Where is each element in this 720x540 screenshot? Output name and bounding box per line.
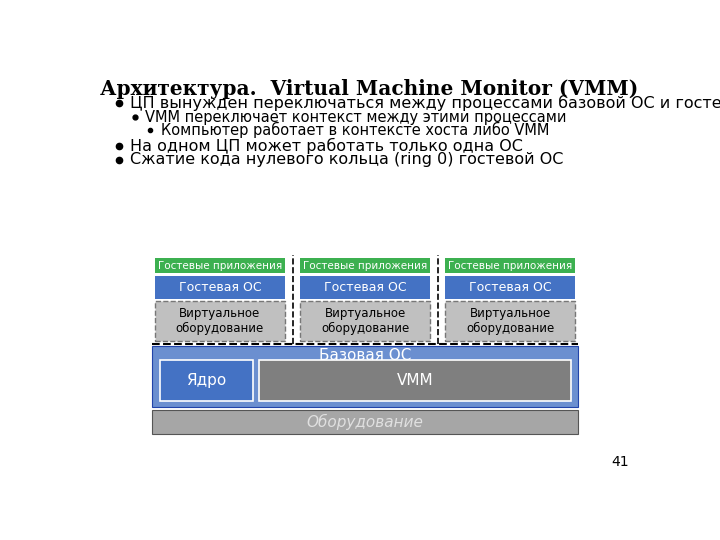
- Text: Гостевая ОС: Гостевая ОС: [469, 281, 552, 294]
- Text: Архитектура.  Virtual Machine Monitor (VMM): Архитектура. Virtual Machine Monitor (VM…: [100, 79, 638, 99]
- Text: Гостевые приложения: Гостевые приложения: [303, 261, 427, 271]
- Text: Гостевые приложения: Гостевые приложения: [448, 261, 572, 271]
- Text: Компьютер работает в контексте хоста либо VMM: Компьютер работает в контексте хоста либ…: [161, 122, 549, 138]
- Text: VMM: VMM: [397, 373, 433, 388]
- Bar: [155, 258, 285, 273]
- Bar: [446, 258, 575, 273]
- Bar: [259, 360, 570, 401]
- Text: Базовая ОС: Базовая ОС: [319, 348, 411, 362]
- Text: Гостевая ОС: Гостевая ОС: [324, 281, 406, 294]
- Bar: [446, 276, 575, 299]
- Bar: [446, 301, 575, 341]
- Text: Сжатие кода нулевого кольца (ring 0) гостевой ОС: Сжатие кода нулевого кольца (ring 0) гос…: [130, 152, 563, 167]
- Bar: [155, 276, 285, 299]
- Text: Оборудование: Оборудование: [307, 414, 423, 430]
- Text: Виртуальное
оборудование: Виртуальное оборудование: [176, 307, 264, 335]
- Text: VMM переключает контекст между этими процессами: VMM переключает контекст между этими про…: [145, 110, 567, 125]
- Text: Гостевые приложения: Гостевые приложения: [158, 261, 282, 271]
- Text: Ядро: Ядро: [186, 373, 226, 388]
- Text: ЦП вынужден переключаться между процессами базовой ОС и гостевой ОС: ЦП вынужден переключаться между процесса…: [130, 95, 720, 111]
- Text: 41: 41: [611, 455, 629, 469]
- Bar: [300, 258, 430, 273]
- Text: Гостевая ОС: Гостевая ОС: [179, 281, 261, 294]
- Bar: [152, 346, 578, 408]
- Bar: [300, 276, 430, 299]
- Bar: [155, 301, 285, 341]
- Bar: [300, 301, 430, 341]
- Text: Виртуальное
оборудование: Виртуальное оборудование: [321, 307, 409, 335]
- Bar: [152, 410, 578, 434]
- Bar: [160, 360, 253, 401]
- Text: На одном ЦП может работать только одна ОС: На одном ЦП может работать только одна О…: [130, 138, 523, 154]
- Text: Виртуальное
оборудование: Виртуальное оборудование: [466, 307, 554, 335]
